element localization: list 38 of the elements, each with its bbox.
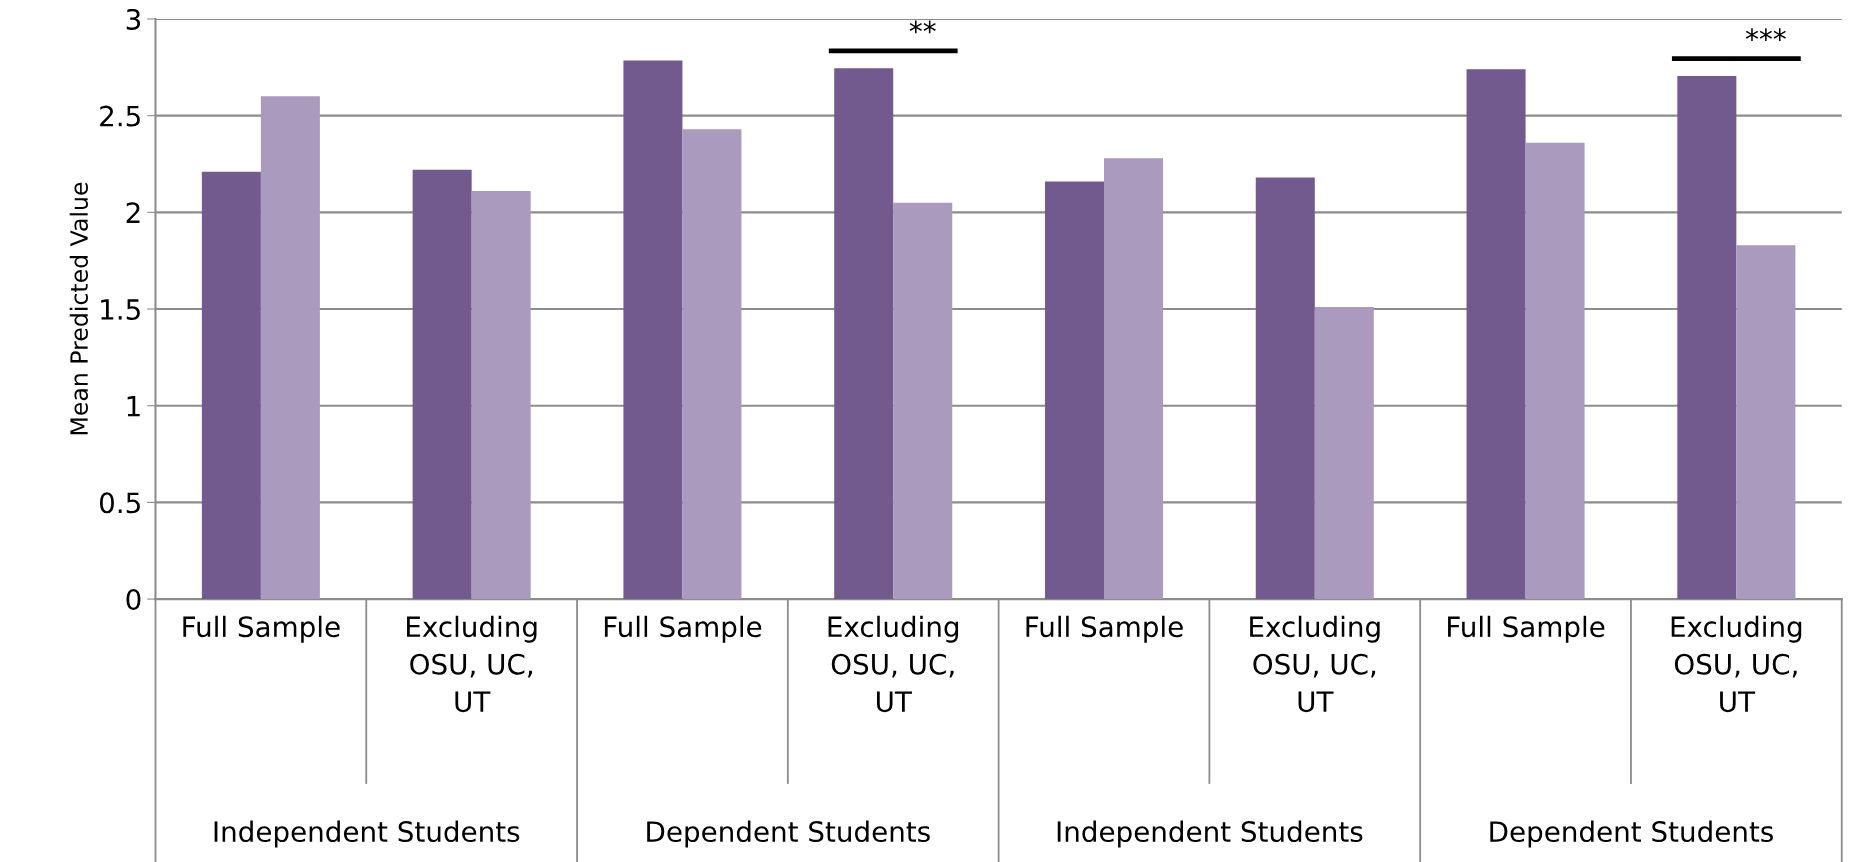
bar xyxy=(682,129,742,600)
y-tick-label: 3 xyxy=(126,8,141,30)
bar xyxy=(412,169,472,600)
x-tick-label: Full Sample xyxy=(183,615,340,643)
y-tick-label: 0 xyxy=(126,589,141,611)
x-tick-label: Excluding OSU, UC, UT xyxy=(1250,615,1380,713)
x-tick-label: Full Sample xyxy=(1026,615,1183,643)
bar xyxy=(1677,76,1737,600)
y-tick-label: 1.5 xyxy=(101,299,140,320)
bar xyxy=(1736,245,1796,600)
x-tick-label: Excluding OSU, UC, UT xyxy=(828,615,959,713)
bar xyxy=(893,202,953,600)
y-tick-label: 0.5 xyxy=(99,492,140,514)
y-tick-label: 2 xyxy=(126,202,140,223)
bar xyxy=(1314,307,1374,600)
text: Independent Students xyxy=(1057,820,1363,848)
text: Independent Students xyxy=(214,820,520,848)
bar xyxy=(1104,158,1164,600)
bar xyxy=(1525,142,1585,600)
bar xyxy=(471,191,531,600)
y-axis-title: Mean Predicted Value xyxy=(69,182,88,435)
bar xyxy=(201,171,261,600)
bar xyxy=(260,96,320,600)
text: Dependent Students xyxy=(1490,820,1773,848)
x-tick-label: Full Sample xyxy=(604,615,762,643)
y-tick-label: 2.5 xyxy=(100,105,140,127)
annotation: ** xyxy=(909,20,936,34)
bar xyxy=(1466,69,1526,600)
bar xyxy=(1255,177,1315,600)
text: Dependent Students xyxy=(647,820,930,848)
x-tick-label: Excluding OSU, UC, UT xyxy=(407,615,537,713)
bar xyxy=(623,60,683,600)
x-tick-label: Full Sample xyxy=(1448,615,1605,643)
x-tick-label: Excluding OSU, UC, UT xyxy=(1671,615,1802,713)
bar xyxy=(834,68,894,600)
bar xyxy=(1044,181,1105,600)
y-tick-label: 1 xyxy=(127,396,140,417)
annotation: *** xyxy=(1745,28,1786,42)
